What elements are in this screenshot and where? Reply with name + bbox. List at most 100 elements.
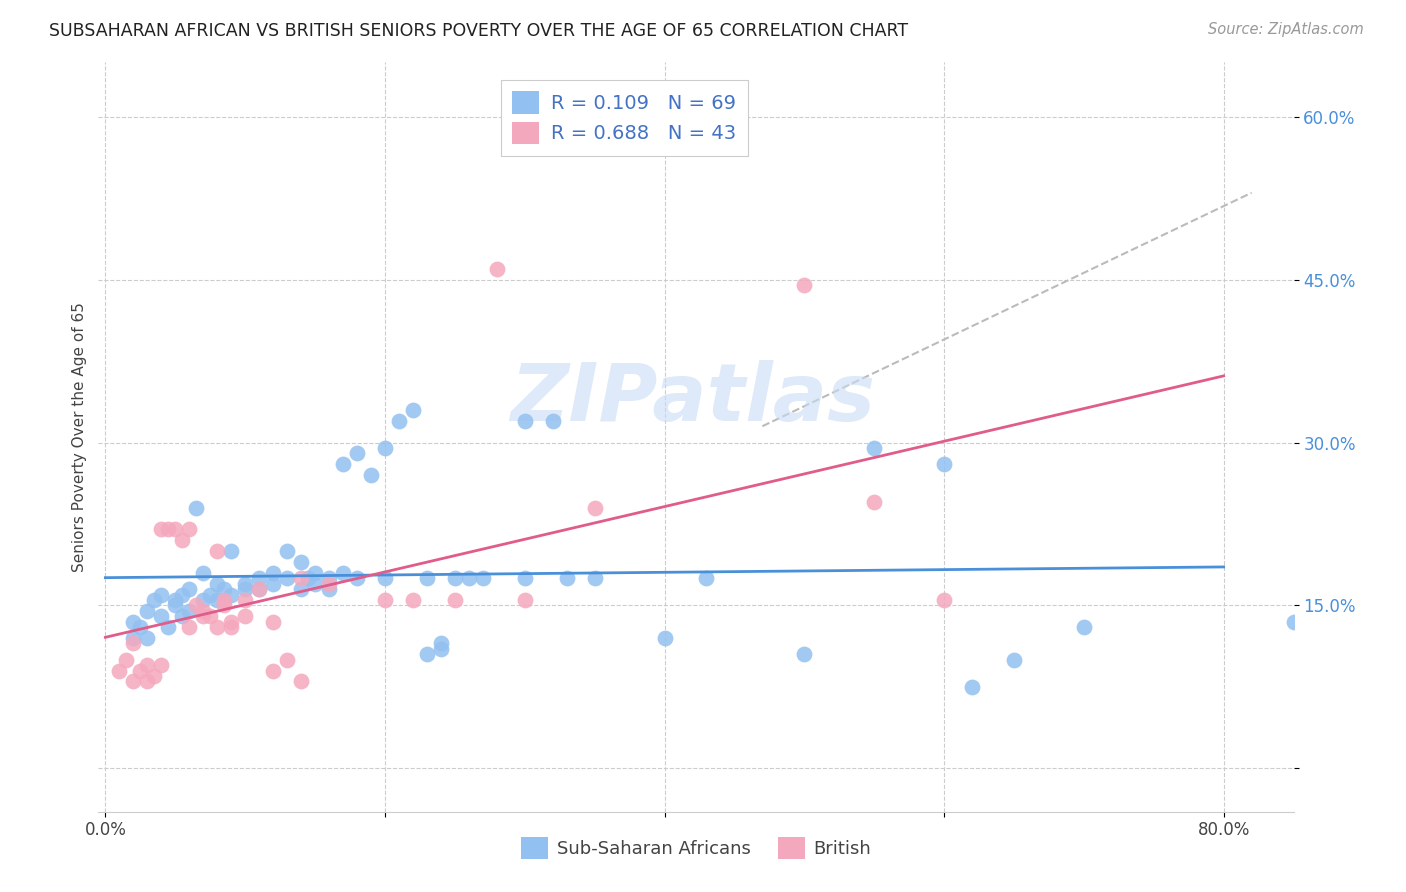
Point (179, 604, 201, 618)
Point (122, 615, 145, 629)
Point (332, 566, 354, 580)
Point (233, 593, 256, 607)
Point (290, 582, 312, 596)
Point (233, 609, 256, 624)
Point (193, 566, 215, 580)
Point (129, 664, 152, 678)
Point (165, 593, 187, 607)
Point (219, 588, 242, 602)
Point (122, 631, 145, 645)
Point (541, 414, 564, 428)
Point (150, 522, 173, 536)
Point (1073, 620, 1095, 634)
Point (297, 571, 319, 585)
Point (219, 620, 242, 634)
Point (186, 599, 208, 613)
Point (276, 544, 298, 558)
Point (150, 588, 173, 602)
Point (654, 631, 676, 645)
Point (932, 457, 955, 471)
Point (172, 609, 194, 624)
Point (402, 403, 425, 417)
Point (262, 576, 284, 591)
Point (374, 441, 396, 455)
Point (193, 604, 215, 618)
Point (290, 674, 312, 689)
Point (695, 571, 717, 585)
Point (247, 582, 270, 596)
Point (212, 582, 235, 596)
Text: SUBSAHARAN AFRICAN VS BRITISH SENIORS POVERTY OVER THE AGE OF 65 CORRELATION CHA: SUBSAHARAN AFRICAN VS BRITISH SENIORS PO… (49, 22, 908, 40)
Point (444, 593, 467, 607)
Point (583, 500, 606, 515)
Point (304, 566, 326, 580)
Point (247, 582, 270, 596)
Point (346, 571, 368, 585)
Point (219, 544, 242, 558)
Point (247, 571, 270, 585)
Point (136, 674, 159, 689)
Point (318, 571, 340, 585)
Point (193, 609, 215, 624)
Point (179, 582, 201, 596)
Point (219, 615, 242, 629)
Point (485, 261, 508, 276)
Point (513, 414, 536, 428)
Point (402, 593, 425, 607)
Point (172, 588, 194, 602)
Point (583, 571, 606, 585)
Point (318, 582, 340, 596)
Point (416, 571, 439, 585)
Point (276, 571, 298, 585)
Point (374, 593, 396, 607)
Point (143, 593, 166, 607)
Point (179, 620, 201, 634)
Point (165, 522, 187, 536)
Point (233, 576, 256, 591)
Point (129, 620, 152, 634)
Point (262, 615, 284, 629)
Text: Source: ZipAtlas.com: Source: ZipAtlas.com (1208, 22, 1364, 37)
Point (444, 571, 467, 585)
Point (793, 278, 815, 293)
Legend: Sub-Saharan Africans, British: Sub-Saharan Africans, British (513, 830, 879, 866)
Point (193, 593, 215, 607)
Point (157, 620, 180, 634)
Point (346, 446, 368, 460)
Point (290, 571, 312, 585)
Point (165, 599, 187, 613)
Text: ZIPatlas: ZIPatlas (510, 360, 875, 438)
Point (212, 593, 235, 607)
Point (318, 576, 340, 591)
Point (143, 669, 166, 683)
Point (360, 468, 382, 483)
Point (793, 647, 815, 661)
Point (157, 522, 180, 536)
Point (276, 653, 298, 667)
Point (457, 571, 479, 585)
Point (863, 495, 886, 509)
Point (332, 457, 354, 471)
Point (374, 571, 396, 585)
Point (388, 414, 411, 428)
Point (960, 680, 983, 694)
Point (304, 576, 326, 591)
Point (150, 609, 173, 624)
Point (555, 571, 578, 585)
Point (200, 588, 222, 602)
Point (186, 500, 208, 515)
Point (150, 658, 173, 673)
Point (172, 533, 194, 548)
Point (513, 593, 536, 607)
Point (932, 593, 955, 607)
Point (513, 571, 536, 585)
Point (136, 658, 159, 673)
Point (1282, 615, 1305, 629)
Point (863, 441, 886, 455)
Point (207, 576, 229, 591)
Point (430, 641, 453, 656)
Point (430, 636, 453, 650)
Point (179, 522, 201, 536)
Point (416, 647, 439, 661)
Point (136, 604, 159, 618)
